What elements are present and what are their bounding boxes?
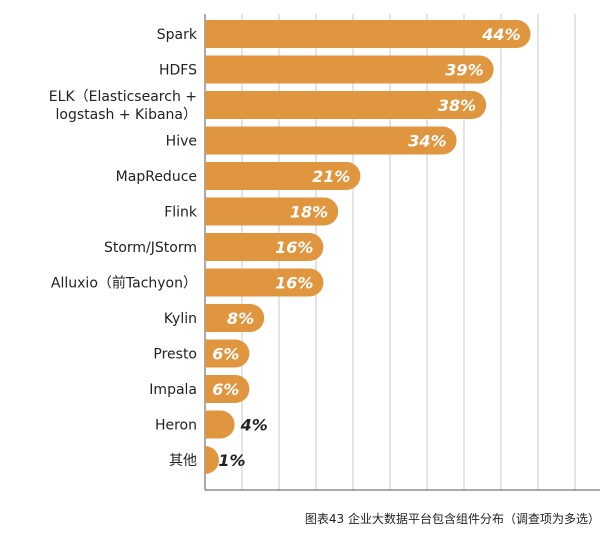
category-label-12: 其他 [169, 453, 197, 469]
category-label-line: Hive [166, 134, 197, 150]
value-label-6: 16% [275, 238, 313, 257]
value-label-3: 34% [408, 132, 446, 151]
value-label-2: 38% [438, 96, 476, 115]
bar-9 [205, 339, 250, 368]
category-label-line: Alluxio（前Tachyon） [51, 275, 197, 292]
category-label-9: Presto [153, 347, 197, 363]
category-label-4: MapReduce [116, 169, 197, 185]
value-label-4: 21% [312, 167, 350, 186]
bar-0 [205, 20, 531, 48]
category-label-11: Heron [155, 418, 197, 434]
chart-caption: 图表43 企业大数据平台包含组件分布（调查项为多选） [304, 512, 600, 526]
value-label-5: 18% [290, 203, 328, 222]
category-label-10: Impala [149, 382, 197, 398]
bar-3 [205, 126, 457, 155]
bar-8 [205, 304, 265, 332]
value-label-9: 6% [212, 345, 239, 364]
category-label-8: Kylin [164, 311, 197, 327]
category-label-line: Flink [164, 205, 198, 221]
value-label-0: 44% [481, 25, 520, 44]
category-label-line: Spark [157, 27, 198, 43]
category-label-line: Storm/JStorm [104, 240, 197, 256]
category-label-3: Hive [166, 134, 197, 150]
bar-7 [205, 268, 324, 297]
category-label-line: HDFS [159, 63, 197, 79]
category-label-7: Alluxio（前Tachyon） [51, 275, 197, 292]
category-label-line: logstash + Kibana） [56, 107, 198, 123]
category-label-line: Presto [153, 347, 197, 363]
bar-10 [205, 375, 250, 403]
value-label-1: 39% [445, 61, 483, 80]
value-label-7: 16% [275, 274, 313, 293]
value-label-11: 4% [240, 416, 268, 435]
bar-12 [205, 446, 219, 474]
value-label-8: 8% [227, 309, 254, 328]
category-label-line: Impala [149, 382, 197, 398]
category-label-0: Spark [157, 27, 198, 43]
category-label-line: 其他 [169, 453, 197, 469]
value-label-10: 6% [212, 380, 239, 399]
category-label-line: MapReduce [116, 169, 197, 185]
category-label-2: ELK（Elasticsearch + logstash + Kibana） [49, 89, 197, 123]
bar-4 [205, 162, 361, 191]
category-label-line: Heron [155, 418, 197, 434]
bar-1 [205, 55, 494, 84]
category-label-5: Flink [164, 205, 198, 221]
category-label-line: ELK（Elasticsearch + [49, 89, 197, 105]
bar-6 [205, 233, 324, 261]
category-label-line: Kylin [164, 311, 197, 327]
bar-11 [205, 410, 235, 439]
bar-5 [205, 197, 339, 226]
bar-2 [205, 91, 487, 119]
category-label-6: Storm/JStorm [104, 240, 197, 256]
value-label-12: 1% [218, 451, 245, 470]
category-label-1: HDFS [159, 63, 197, 79]
